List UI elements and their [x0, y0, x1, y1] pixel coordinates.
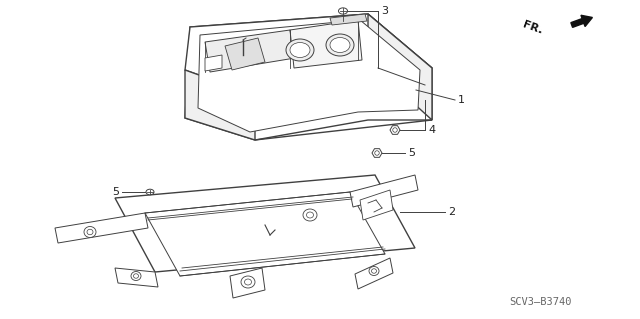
Polygon shape — [368, 14, 432, 120]
Text: 1: 1 — [458, 95, 465, 105]
Ellipse shape — [307, 212, 314, 218]
Polygon shape — [330, 14, 367, 25]
Ellipse shape — [303, 209, 317, 221]
Ellipse shape — [84, 226, 96, 238]
Ellipse shape — [290, 42, 310, 57]
Ellipse shape — [330, 38, 350, 53]
Text: FR.: FR. — [521, 20, 544, 36]
Text: 5: 5 — [408, 148, 415, 158]
Ellipse shape — [131, 271, 141, 280]
Ellipse shape — [326, 34, 354, 56]
Text: SCV3–B3740: SCV3–B3740 — [509, 297, 572, 307]
Polygon shape — [205, 55, 222, 71]
Ellipse shape — [375, 151, 380, 155]
Polygon shape — [185, 70, 255, 140]
Polygon shape — [185, 14, 432, 140]
Polygon shape — [185, 14, 432, 95]
Polygon shape — [290, 20, 362, 68]
Polygon shape — [55, 213, 148, 243]
Ellipse shape — [371, 269, 376, 273]
Ellipse shape — [286, 39, 314, 61]
Text: 3: 3 — [381, 6, 388, 16]
Ellipse shape — [369, 266, 379, 276]
Ellipse shape — [339, 8, 348, 14]
Polygon shape — [115, 268, 158, 287]
Ellipse shape — [134, 274, 138, 278]
Polygon shape — [360, 190, 393, 220]
Polygon shape — [355, 258, 393, 289]
Polygon shape — [255, 120, 432, 140]
Text: 5: 5 — [112, 187, 119, 197]
Ellipse shape — [87, 229, 93, 235]
Text: 4: 4 — [428, 125, 435, 135]
Ellipse shape — [244, 279, 252, 285]
Polygon shape — [225, 38, 265, 70]
Polygon shape — [198, 20, 420, 132]
Text: 2: 2 — [448, 207, 455, 217]
Polygon shape — [145, 192, 385, 276]
Ellipse shape — [241, 276, 255, 288]
Polygon shape — [205, 30, 295, 72]
Polygon shape — [115, 175, 415, 272]
FancyArrow shape — [571, 15, 593, 27]
Ellipse shape — [393, 128, 397, 132]
Polygon shape — [350, 175, 418, 207]
Ellipse shape — [146, 189, 154, 195]
Polygon shape — [230, 268, 265, 298]
